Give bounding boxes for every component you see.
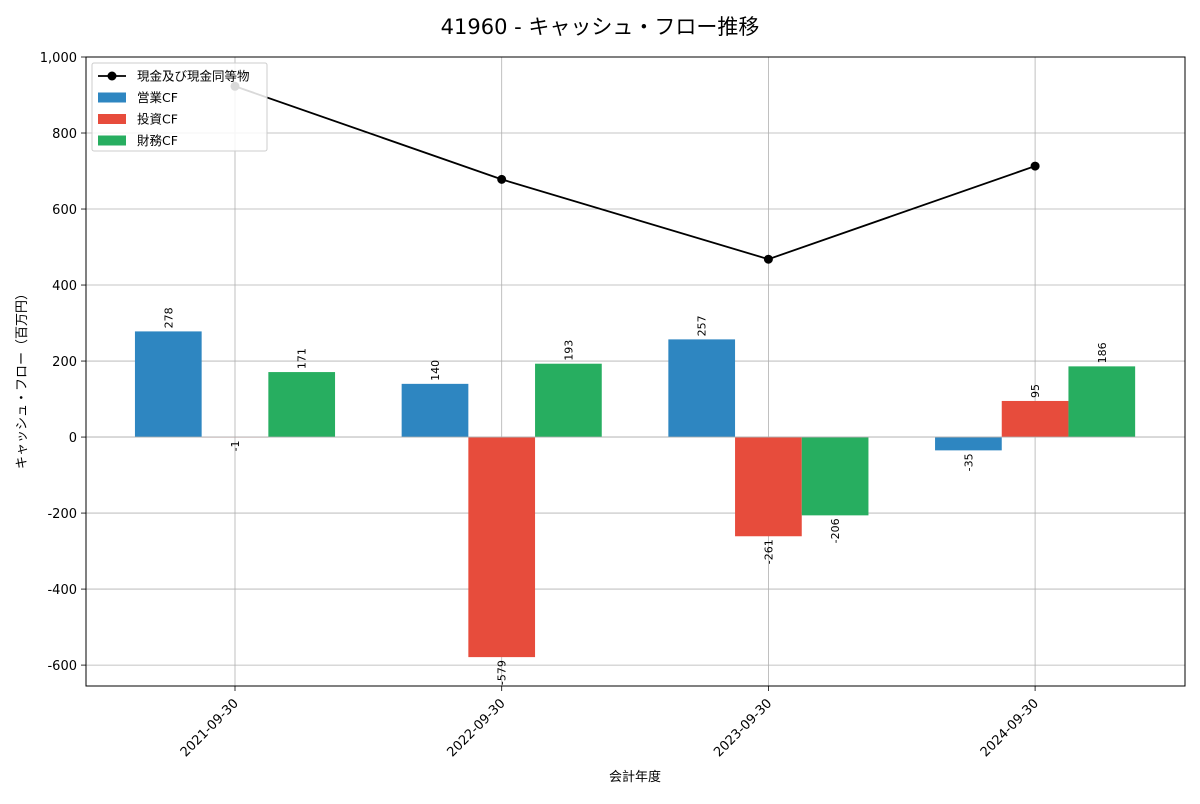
bar-value-label: -206 [829, 518, 842, 543]
chart-title: 41960 - キャッシュ・フロー推移 [441, 15, 760, 39]
bar-value-label: 95 [1029, 384, 1042, 398]
x-tick-label: 2021-09-30 [178, 696, 242, 760]
legend-swatch [98, 92, 126, 103]
bar-value-label: -35 [962, 453, 975, 471]
y-tick-label: -400 [47, 583, 77, 598]
x-tick-label: 2024-09-30 [978, 696, 1042, 760]
y-tick-label: 800 [52, 127, 77, 142]
x-tick-label: 2023-09-30 [711, 696, 775, 760]
y-tick-label: -600 [47, 659, 77, 674]
legend-line-marker [107, 71, 117, 81]
legend-box [91, 62, 268, 152]
bar [735, 437, 802, 537]
legend-swatch [98, 114, 126, 124]
legend-label: 営業CF [137, 90, 178, 105]
data-labels-layer: 278 140 257 -35 -1 -579 -261 95 171 193 -206 186 [162, 307, 1109, 685]
bar [1001, 400, 1069, 438]
cash-point [497, 174, 507, 184]
y-axis-label: キャッシュ・フロー（百万円） [15, 287, 30, 469]
bar-value-label: 193 [562, 340, 575, 361]
bar-value-label: 186 [1096, 342, 1109, 363]
bar [935, 437, 1002, 451]
bar-value-label: 171 [296, 348, 309, 369]
y-tick-label: 0 [69, 431, 77, 446]
line-series-layer [230, 81, 1040, 264]
plot-frame [85, 56, 1186, 687]
bar [668, 339, 736, 438]
bar-value-label: -261 [762, 539, 775, 564]
y-tick-label: 600 [52, 203, 77, 218]
bar-value-label: 257 [696, 315, 709, 336]
cash-point [763, 254, 773, 264]
y-tick-label: 400 [52, 279, 77, 294]
x-tick-label: 2022-09-30 [444, 696, 508, 760]
cash-point [1030, 161, 1040, 171]
bar-value-label: 140 [429, 360, 442, 381]
y-tick-label: 200 [52, 355, 77, 370]
bar [801, 437, 869, 516]
bar-value-label: 278 [162, 307, 175, 328]
bar [535, 363, 602, 438]
legend-label: 投資CF [137, 112, 178, 127]
bar [401, 383, 469, 438]
bar [268, 372, 336, 438]
legend-label: 現金及び現金同等物 [137, 69, 250, 84]
bars-layer [86, 331, 1185, 658]
cash-line [234, 85, 1036, 261]
bar [134, 331, 202, 438]
y-tick-label: 1,000 [40, 51, 77, 66]
legend-swatch [98, 135, 126, 146]
bar [1068, 366, 1136, 438]
bar-value-label: -1 [229, 440, 242, 451]
y-tick-label: -200 [47, 507, 77, 522]
bar [468, 437, 536, 658]
legend-label: 財務CF [137, 133, 178, 148]
x-axis-label: 会計年度 [609, 769, 661, 785]
bar-value-label: -579 [496, 660, 509, 685]
